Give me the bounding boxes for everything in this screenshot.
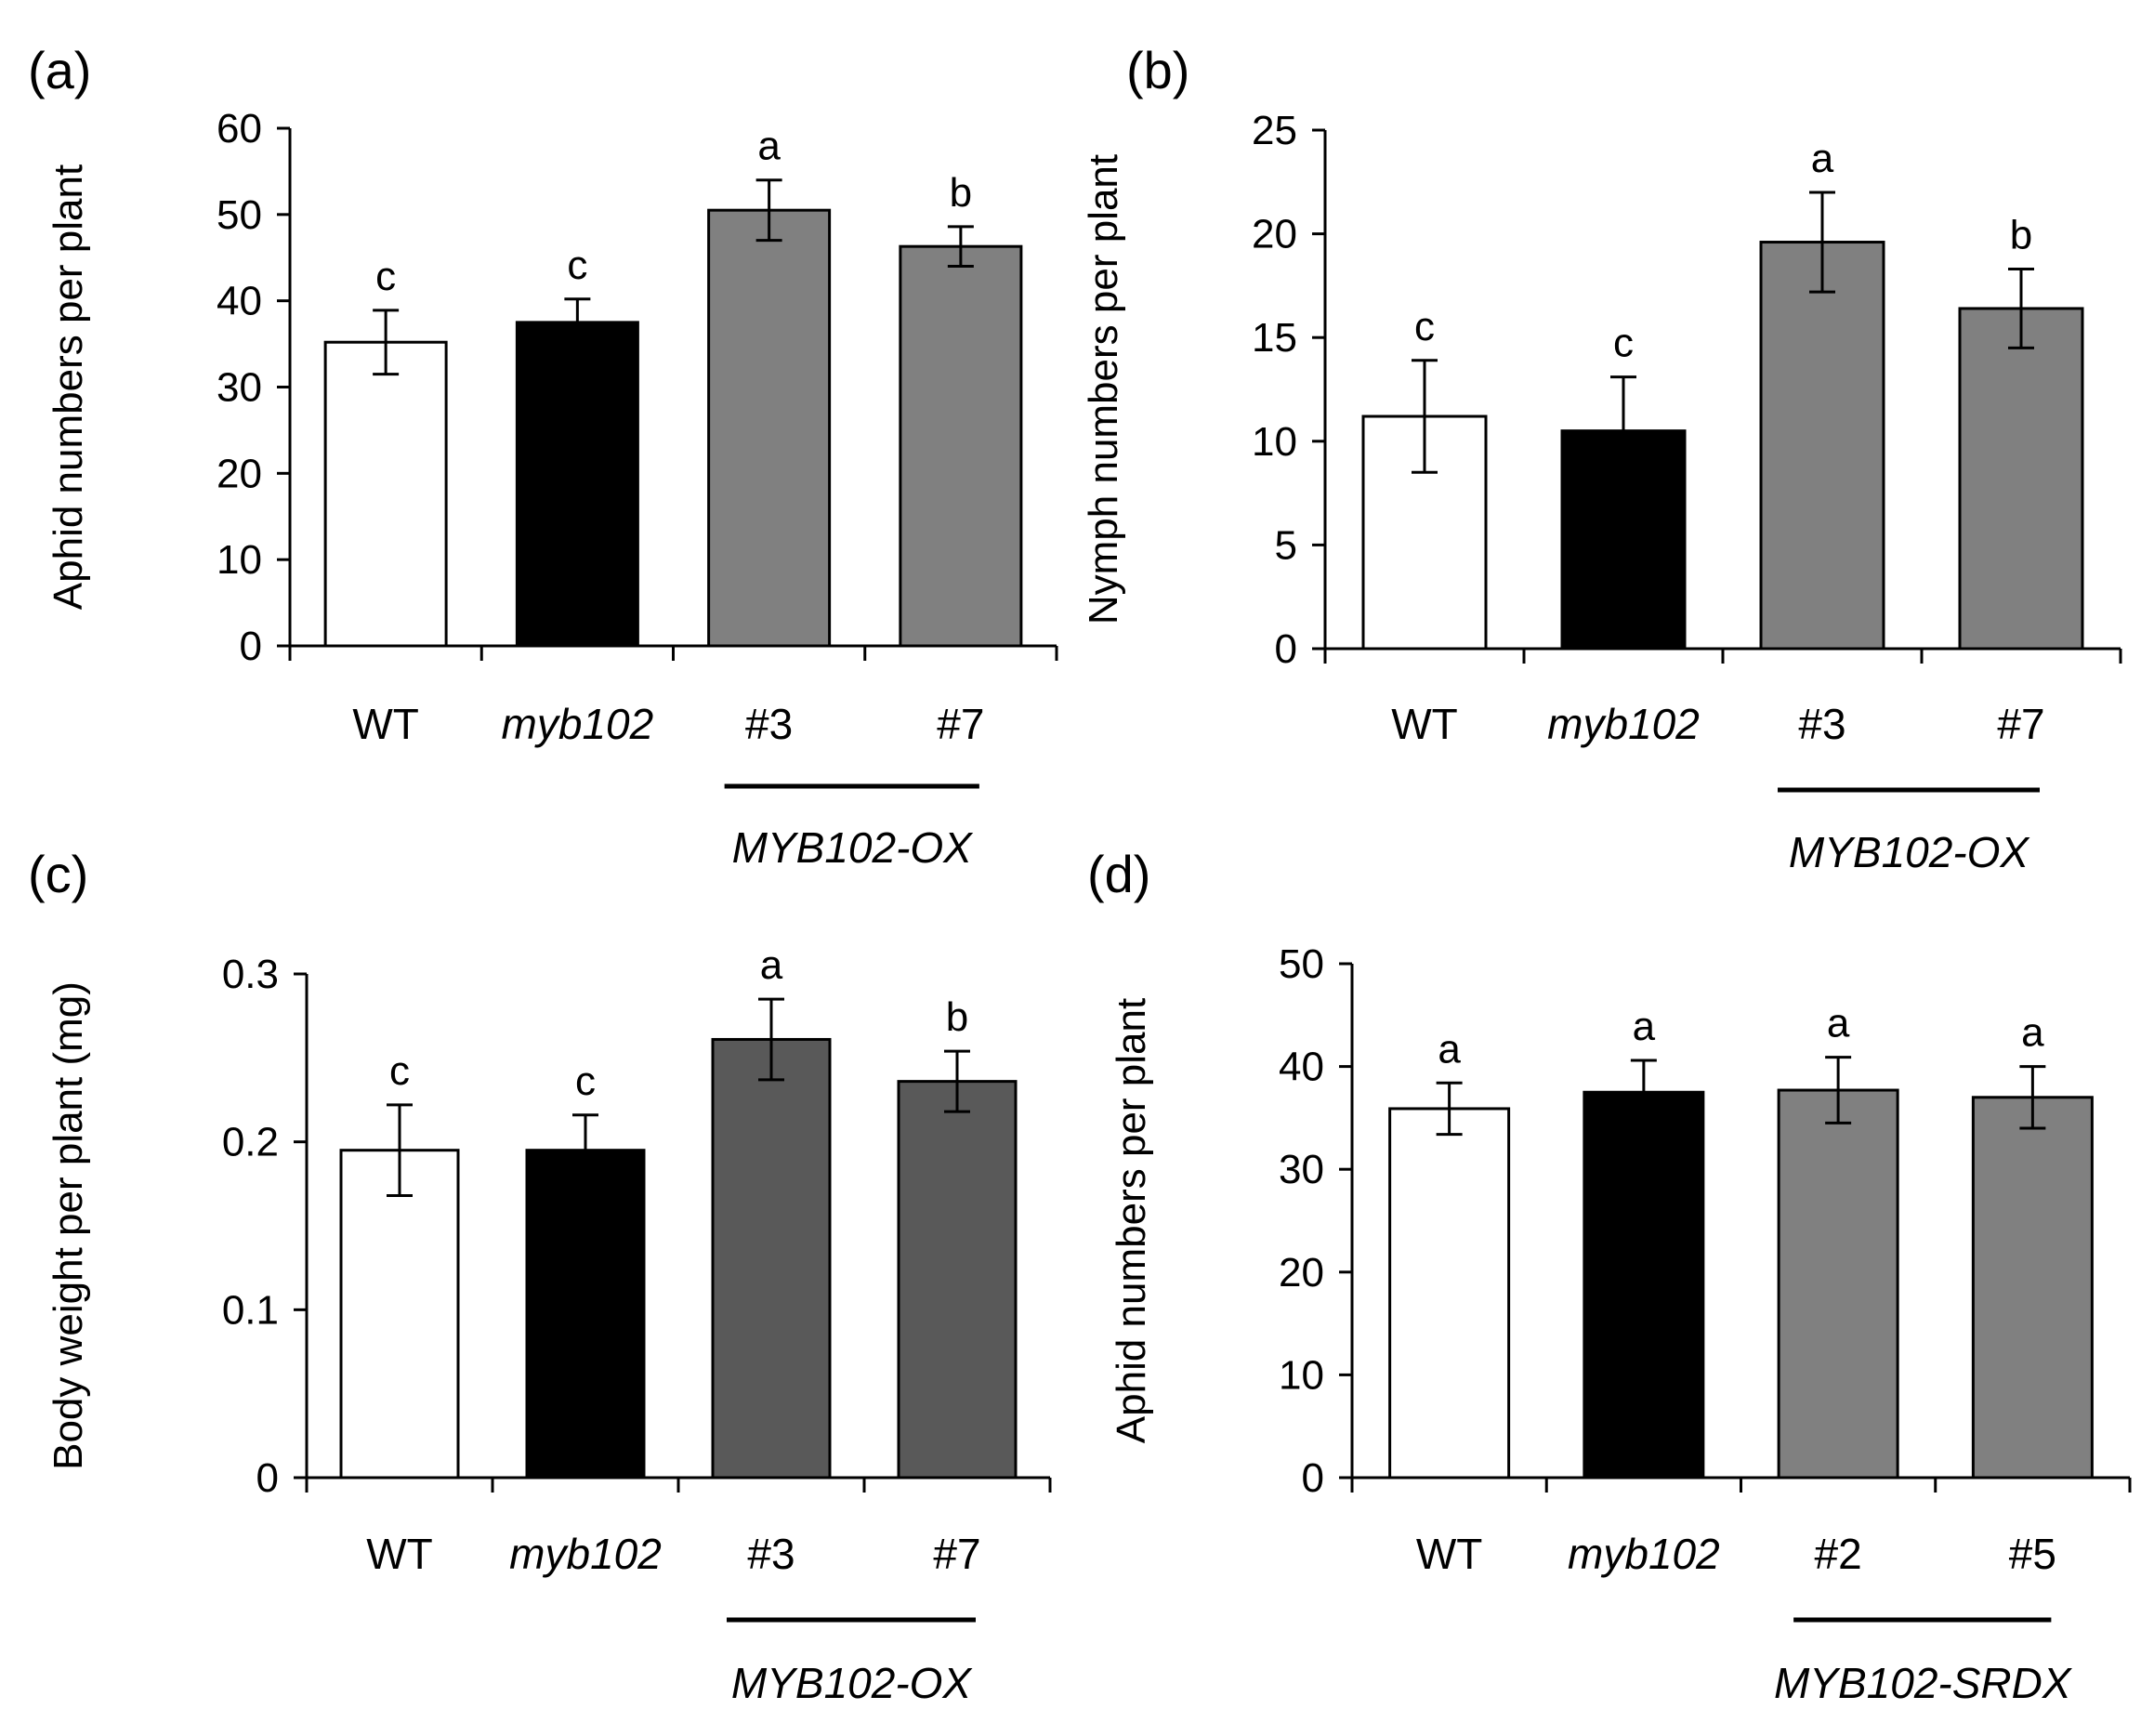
y-tick-label-3: 30 [1279,1147,1324,1192]
panel-label: (a) [28,41,91,99]
y-tick-label-1: 5 [1275,522,1297,568]
y-tick-label-0: 0 [256,1455,279,1501]
y-tick-label-2: 20 [217,451,262,496]
y-tick-label-1: 0.1 [222,1287,279,1333]
x-category-label-1: WT [352,700,419,748]
x-category-label-2: myb102 [1547,700,1700,748]
significance-letter-3: a [760,942,783,988]
bar-3 [707,208,832,648]
y-tick-label-3: 15 [1252,315,1297,361]
bar-2 [1583,1090,1705,1480]
x-category-label-4: #7 [1997,700,2044,748]
y-tick-label-3: 30 [217,365,262,411]
y-tick-label-5: 50 [217,192,262,238]
bar-4 [899,244,1023,648]
x-category-label-4: #7 [933,1530,980,1578]
group-label: MYB102-OX [731,1659,974,1707]
y-tick-label-0: 0 [1302,1455,1324,1501]
y-axis-title: Aphid numbers per plant [1109,998,1154,1443]
significance-letter-4: a [2021,1010,2044,1056]
significance-letter-3: a [757,124,781,169]
x-category-label-3: #3 [745,700,793,748]
significance-letter-1: c [375,254,396,299]
y-tick-label-6: 60 [217,106,262,151]
significance-letter-4: b [2010,213,2032,258]
x-category-label-4: #5 [2009,1530,2056,1578]
y-axis-title: Aphid numbers per plant [46,164,91,610]
bar-3 [1777,1088,1899,1480]
panel-label: (b) [1126,41,1189,99]
significance-letter-2: a [1633,1004,1656,1049]
x-category-label-3: #3 [1798,700,1845,748]
group-label: MYB102-OX [1789,828,2031,876]
significance-letter-2: c [575,1059,596,1104]
x-category-label-2: myb102 [502,700,654,748]
x-category-label-4: #7 [937,700,984,748]
y-tick-label-5: 25 [1252,108,1297,153]
x-category-label-3: #3 [747,1530,795,1578]
bar-4 [1971,1096,2094,1480]
panel-c: (c) Body weight per plant (mg) c c a b 0 0.1 0.2… [28,845,1052,1707]
significance-letter-2: c [1613,321,1634,366]
significance-letter-1: c [389,1048,410,1094]
x-category-label-1: WT [1416,1530,1483,1578]
y-tick-label-3: 0.3 [222,952,279,997]
bar-1 [1388,1107,1511,1480]
group-label: MYB102-OX [732,823,975,872]
y-tick-label-2: 0.2 [222,1120,279,1165]
x-category-label-2: myb102 [509,1530,662,1578]
significance-letter-1: c [1414,304,1435,349]
panel-d: (d) Aphid numbers per plant a a a a 0 10 20 30 40 5… [1087,845,2132,1707]
group-label: MYB102-SRDX [1774,1659,2073,1707]
bar-4 [897,1080,1018,1480]
y-tick-label-1: 10 [1279,1352,1324,1398]
y-axis-title: Body weight per plant (mg) [46,981,91,1470]
y-tick-label-2: 20 [1279,1250,1324,1295]
panel-b: (b) Nymph numbers per plant c c a b 0 5 10 15 20 25… [1081,41,2122,876]
y-tick-label-4: 40 [217,279,262,324]
panel-a: (a) Aphid numbers per plant c c a b 0 10 20 30 40 5… [28,41,1058,872]
y-tick-label-1: 10 [217,537,262,583]
significance-letter-2: c [567,243,587,288]
bar-3 [1759,241,1885,651]
y-tick-label-0: 0 [240,624,262,669]
y-tick-label-4: 40 [1279,1045,1324,1090]
significance-letter-1: a [1438,1026,1461,1072]
y-tick-label-2: 10 [1252,419,1297,465]
bar-2 [515,321,639,648]
significance-letter-4: b [950,170,972,216]
bar-3 [711,1037,832,1480]
x-category-label-3: #2 [1815,1530,1862,1578]
panel-label: (d) [1087,845,1150,903]
bar-2 [525,1149,646,1480]
bar-4 [1958,307,2084,651]
y-axis-title: Nymph numbers per plant [1081,154,1126,625]
bar-1 [323,340,448,648]
significance-letter-3: a [1811,136,1834,181]
panel-label: (c) [28,845,88,903]
significance-letter-4: b [946,994,968,1040]
y-tick-label-5: 50 [1279,941,1324,987]
y-tick-label-4: 20 [1252,212,1297,257]
x-category-label-2: myb102 [1568,1530,1720,1578]
significance-letter-3: a [1827,1001,1850,1046]
y-tick-label-0: 0 [1275,626,1297,672]
x-category-label-1: WT [366,1530,433,1578]
bar-1 [339,1149,460,1480]
x-category-label-1: WT [1391,700,1458,748]
